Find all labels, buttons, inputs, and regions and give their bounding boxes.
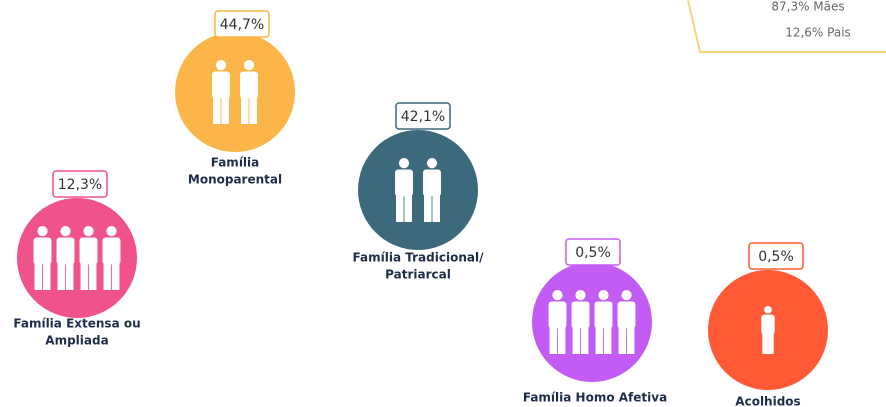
person-icon: [617, 301, 636, 329]
person-icon: [213, 95, 221, 124]
person-icon: [240, 71, 258, 99]
person-icon: [65, 261, 74, 290]
person-icon: [88, 261, 97, 290]
note-frame: [687, 0, 886, 53]
note-line: 87,3% Mães: [771, 0, 844, 14]
person-icon: [571, 301, 590, 329]
value-label: 0,5%: [758, 249, 794, 265]
category-label: Patriarcal: [385, 268, 451, 282]
person-icon: [594, 301, 613, 329]
person-icon: [42, 261, 51, 290]
value-label: 0,5%: [575, 245, 611, 261]
person-icon: [215, 60, 227, 71]
person-icon: [37, 226, 48, 237]
value-box: [565, 238, 621, 266]
person-icon: [552, 290, 563, 301]
person-icon: [398, 158, 410, 169]
category-label: Família Homo Afetiva: [523, 391, 667, 405]
person-icon: [768, 332, 774, 354]
value-label: 12,3%: [58, 177, 102, 193]
person-icon: [761, 314, 775, 335]
category-circle: [358, 130, 478, 250]
person-icon: [762, 332, 768, 354]
person-icon: [33, 237, 52, 265]
person-icon: [80, 261, 89, 290]
value-box: [395, 102, 451, 130]
person-icon: [424, 193, 432, 222]
person-icon: [548, 301, 567, 329]
person-icon: [557, 325, 566, 354]
person-icon: [102, 237, 121, 265]
category-label: Acolhidos: [735, 395, 800, 407]
person-icon: [249, 95, 257, 124]
person-icon: [57, 261, 66, 290]
value-label: 42,1%: [401, 109, 445, 125]
person-icon: [396, 193, 404, 222]
person-icon: [241, 95, 249, 124]
category-label: Ampliada: [45, 334, 108, 348]
person-icon: [212, 71, 230, 99]
person-icon: [432, 193, 440, 222]
category-label: Família Tradicional/: [353, 251, 485, 265]
person-icon: [83, 226, 94, 237]
person-icon: [618, 325, 627, 354]
person-icon: [111, 261, 120, 290]
person-icon: [580, 325, 589, 354]
person-icon: [56, 237, 75, 265]
value-label: 44,7%: [220, 17, 264, 33]
person-icon: [595, 325, 604, 354]
value-box: [214, 10, 270, 38]
category-label: Família Extensa ou: [13, 317, 140, 331]
person-icon: [60, 226, 71, 237]
person-icon: [221, 95, 229, 124]
person-icon: [395, 169, 413, 197]
person-icon: [549, 325, 558, 354]
person-icon: [243, 60, 255, 71]
category-label: Família: [211, 156, 260, 170]
person-icon: [426, 158, 438, 169]
person-icon: [626, 325, 635, 354]
person-icon: [603, 325, 612, 354]
person-icon: [404, 193, 412, 222]
person-icon: [423, 169, 441, 197]
person-icon: [103, 261, 112, 290]
person-icon: [764, 306, 772, 314]
person-icon: [572, 325, 581, 354]
person-icon: [621, 290, 632, 301]
person-icon: [106, 226, 117, 237]
category-circle: [175, 32, 295, 152]
note-line: 12,6% Pais: [785, 26, 851, 40]
value-box: [748, 242, 804, 270]
person-icon: [79, 237, 98, 265]
person-icon: [34, 261, 43, 290]
category-label: Monoparental: [188, 173, 282, 187]
person-icon: [598, 290, 609, 301]
value-box: [52, 170, 108, 198]
person-icon: [575, 290, 586, 301]
